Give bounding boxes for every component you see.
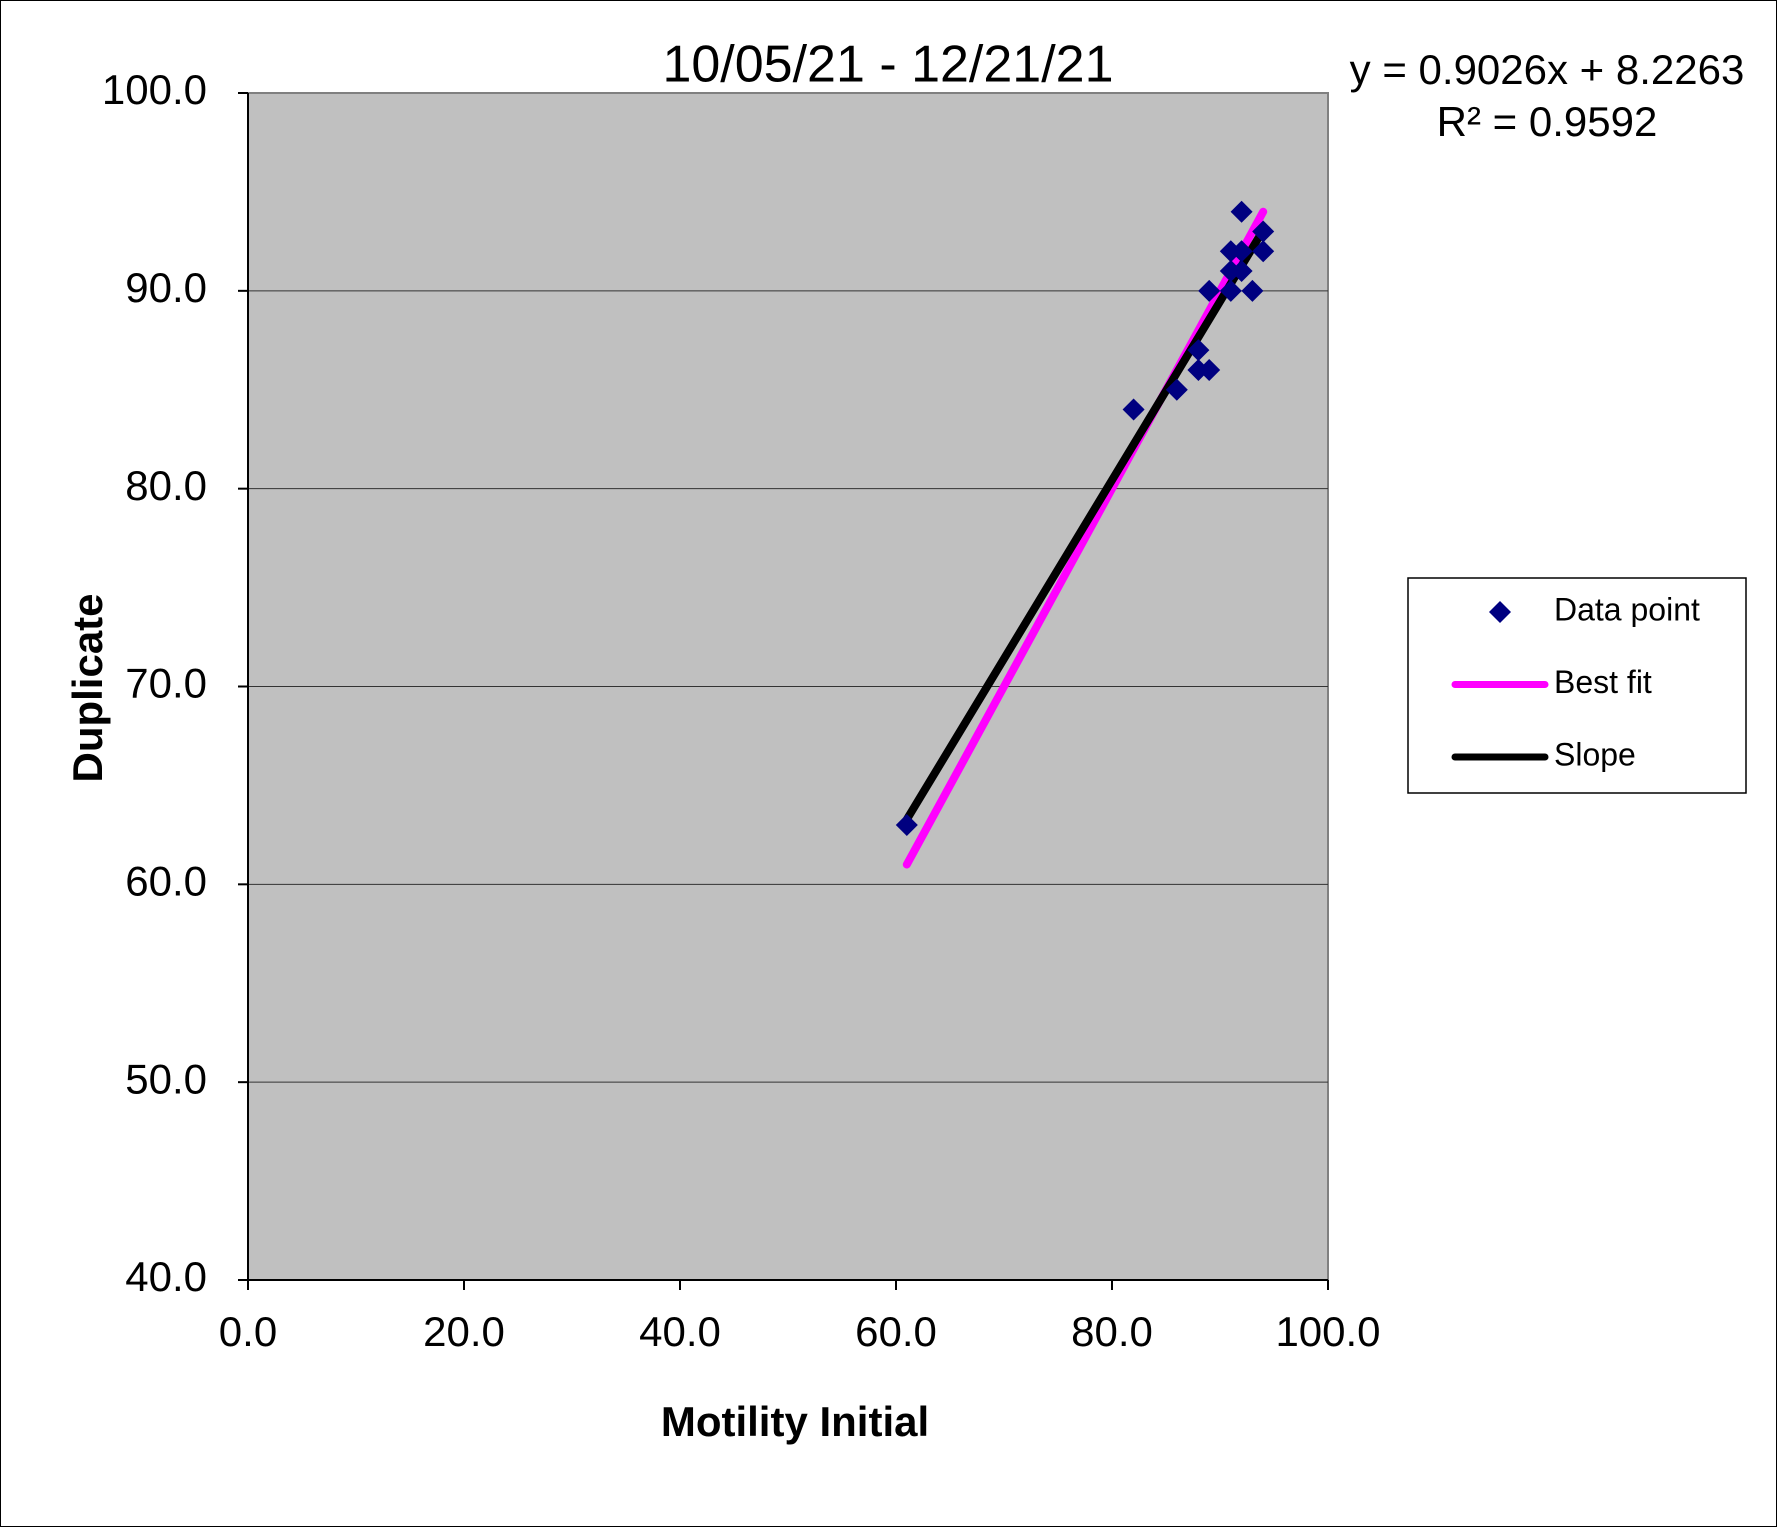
trend-line: [902, 226, 1268, 824]
data-point: [1252, 240, 1275, 263]
x-tick-label: 100.0: [1275, 1308, 1380, 1355]
y-tick-label: 70.0: [125, 660, 207, 707]
y-tick-label: 60.0: [125, 857, 207, 904]
data-point: [1165, 378, 1188, 401]
legend-label: Best fit: [1554, 664, 1652, 700]
legend-label: Data point: [1554, 591, 1700, 627]
y-tick-label: 90.0: [125, 264, 207, 311]
trend-line: [902, 207, 1268, 869]
legend-label: Slope: [1554, 736, 1636, 772]
data-point: [1252, 220, 1275, 243]
data-point: [1230, 240, 1253, 263]
y-tick-label: 100.0: [102, 66, 207, 113]
data-point: [1122, 398, 1145, 421]
data-point: [1230, 260, 1253, 283]
x-tick-label: 40.0: [639, 1308, 721, 1355]
chart-title: 10/05/21 - 12/21/21: [662, 36, 1113, 94]
data-point: [1241, 279, 1264, 302]
r-squared: R² = 0.9592: [1437, 98, 1658, 145]
y-tick-label: 80.0: [125, 462, 207, 509]
x-tick-label: 0.0: [219, 1308, 277, 1355]
y-tick-label: 50.0: [125, 1055, 207, 1102]
x-tick-label: 20.0: [423, 1308, 505, 1355]
data-point: [1219, 279, 1242, 302]
data-point: [1198, 358, 1221, 381]
data-point: [895, 813, 918, 836]
y-tick-label: 40.0: [125, 1253, 207, 1300]
data-point: [1230, 200, 1253, 223]
x-tick-label: 60.0: [855, 1308, 937, 1355]
legend-marker: [1489, 601, 1511, 623]
data-point: [1187, 339, 1210, 362]
y-axis-title: Duplicate: [64, 593, 111, 782]
x-tick-label: 80.0: [1071, 1308, 1153, 1355]
equation: y = 0.9026x + 8.2263: [1350, 46, 1745, 93]
data-point: [1198, 279, 1221, 302]
x-axis-title: Motility Initial: [661, 1398, 929, 1445]
